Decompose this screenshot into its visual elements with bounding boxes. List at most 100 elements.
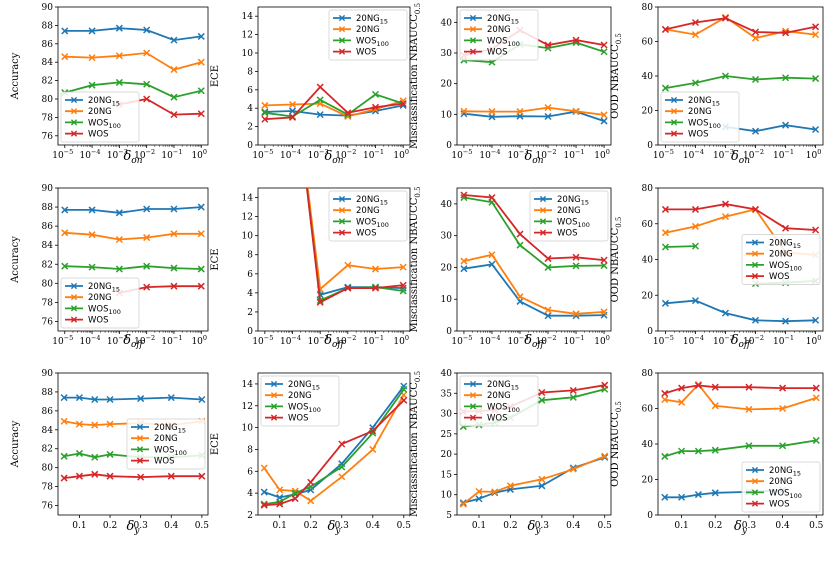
- chart-a2-xtick-base: 10: [393, 151, 405, 161]
- chart-a2-xtick-label: 10−2: [335, 148, 356, 161]
- chart-c2-series-20NG-point: [307, 497, 315, 505]
- chart-a1-series-WOS-point: [170, 111, 178, 119]
- chart-a1-series-20NG-point: [170, 66, 178, 74]
- chart-a2-ytick-label: 4: [247, 104, 253, 114]
- chart-a2-series-20NG15-point: [316, 111, 324, 119]
- chart-b4-ylabel: OOD NBAUCC0.5: [610, 217, 623, 303]
- chart-c3-legend-sub-WOS100: 100: [508, 406, 520, 414]
- chart-b2-xtick-exp: −4: [291, 334, 301, 342]
- chart-b2-legend-label-20NG15: 20NG15: [356, 195, 388, 207]
- chart-c4-legend-text-20NG15: 20NG: [769, 466, 793, 476]
- chart-c1-legend-marker-20NG15: [136, 423, 144, 431]
- chart-c3-ytick-label: 35: [441, 389, 453, 399]
- chart-b3-legend-sub-WOS100: 100: [578, 221, 590, 229]
- chart-b1-series-20NG-point: [61, 229, 69, 237]
- chart-a2-legend-sub-WOS100: 100: [377, 40, 389, 48]
- chart-c4-legend-text-WOS: WOS: [769, 500, 790, 510]
- chart-a3-legend-marker-20NG15: [469, 14, 477, 22]
- chart-b1-xtick-base: 10: [191, 337, 203, 347]
- chart-c1-series-20NG-point: [91, 421, 99, 429]
- chart-a3-legend-box: [459, 9, 539, 61]
- chart-b4-series-20NG15-point: [782, 317, 790, 325]
- chart-a2-legend-sub-20NG15: 15: [380, 18, 388, 26]
- chart-c1-series-20NG15-point: [137, 395, 145, 403]
- chart-c4-ylabel: OOD NBAUCC0.5: [610, 401, 623, 487]
- chart-b3-xlabel-sub: off: [532, 340, 545, 350]
- chart-b4-xtick-base: 10: [806, 337, 818, 347]
- chart-b2-legend-text-20NG15: 20NG: [356, 195, 380, 205]
- chart-b1-legend-marker-20NG: [70, 294, 78, 301]
- chart-a3-frame: [456, 6, 612, 146]
- chart-a2-xtick-exp: −3: [319, 148, 329, 156]
- chart-b2-plot-area: [290, 61, 407, 306]
- chart-a2-xtick-exp: −5: [264, 148, 274, 156]
- chart-a3-ylabel-main: Misclassification NBAUCC: [409, 14, 420, 149]
- chart-c4-series-WOS-point: [661, 389, 669, 397]
- chart-b2-xtick-label: 100: [393, 334, 409, 347]
- chart-b4-legend-text-20NG15: 20NG: [769, 239, 793, 249]
- chart-c2-legend-text-20NG15: 20NG: [288, 380, 312, 390]
- chart-b4-xtick-label: 10−2: [743, 334, 764, 347]
- chart-c4-legend-label-WOS100: WOS100: [769, 488, 802, 500]
- chart-a4-plot-area: [661, 13, 820, 135]
- chart-b3-series-20NG-point: [488, 251, 496, 259]
- chart-b1-ylabel: Accuracy: [10, 236, 21, 284]
- chart-b3-xtick-exp: −2: [547, 334, 557, 342]
- chart-b2-series-20NG15-point: [290, 61, 296, 67]
- chart-a4-ytick-label: 60: [642, 38, 654, 48]
- chart-a3-xtick-exp: 0: [606, 148, 610, 156]
- chart-a2-legend-label-WOS: WOS: [356, 48, 377, 58]
- chart-c3-ytick-label: 10: [441, 491, 453, 501]
- chart-a3-legend-text-WOS100: WOS: [487, 36, 508, 46]
- chart-b2-ylabel: ECE: [210, 248, 221, 270]
- chart-c3-legend-label-WOS100: WOS100: [487, 402, 520, 414]
- chart-c4-series-20NG15-point: [661, 493, 669, 501]
- chart-b2-legend-text-WOS: WOS: [356, 229, 377, 239]
- chart-b3-series-20NG-line: [463, 253, 605, 315]
- chart-b4-series-WOS-point: [691, 205, 699, 213]
- chart-a4-xtick-exp: −4: [694, 148, 704, 156]
- chart-c3-series-20NG15-point: [459, 499, 467, 507]
- chart-a2-series-20NG15-point: [288, 107, 297, 115]
- chart-b1-xlabel-sub: off: [131, 340, 144, 350]
- chart-b3-frame: [456, 187, 612, 332]
- chart-a2-legend-marker-20NG: [338, 26, 346, 33]
- chart-a3-xtick-base: 10: [594, 151, 606, 161]
- chart-c4-ytick-label: 20: [642, 476, 654, 486]
- chart-b2-xtick-label: 10−5: [252, 334, 273, 347]
- chart-b1-xlabel-main: δ: [123, 333, 131, 348]
- chart-a1-series-20NG15-point: [61, 27, 69, 35]
- chart-b1-series-WOS100-point: [143, 262, 151, 270]
- chart-a2-series-WOS100-point: [316, 96, 324, 104]
- chart-a3-xtick-label: 10−4: [479, 148, 500, 161]
- chart-c4-series-20NG-point: [661, 396, 669, 404]
- chart-b1-ytick-label: 90: [42, 184, 54, 194]
- chart-b1-series-WOS100-point: [170, 264, 178, 272]
- chart-a4-legend-label-20NG15: 20NG15: [688, 96, 720, 108]
- chart-a1-series-20NG15-point: [143, 26, 151, 34]
- chart-b2-series-WOS-point: [371, 284, 380, 292]
- chart-a3-legend-label-20NG: 20NG: [487, 25, 511, 35]
- chart-c3-legend-sub-20NG15: 15: [511, 384, 519, 392]
- chart-b2-legend-text-20NG: 20NG: [356, 206, 380, 216]
- chart-c4-series-WOS-line: [664, 384, 817, 395]
- chart-c4-series-WOS100-line: [664, 439, 817, 458]
- chart-a3-legend-sub-WOS100: 100: [508, 40, 520, 48]
- chart-b3-xtick-exp: −5: [463, 334, 473, 342]
- chart-b2-xtick-label: 10−2: [335, 334, 356, 347]
- chart-b4-xtick-exp: −4: [694, 334, 704, 342]
- chart-c3-series-WOS100-point: [569, 393, 577, 401]
- chart-a1-xtick-exp: −3: [118, 148, 128, 156]
- chart-c4-xtick-label: 0.4: [775, 521, 790, 531]
- chart-b4-xtick-exp: 0: [817, 334, 821, 342]
- chart-a4-legend-marker-20NG: [670, 108, 678, 115]
- chart-b2-xtick-base: 10: [393, 337, 405, 347]
- chart-b4-ytick-label: 20: [642, 291, 654, 301]
- chart-a1-series-20NG-point: [61, 53, 69, 61]
- chart-b4-ytick-label: 60: [642, 220, 654, 230]
- chart-a4-series-WOS-point: [751, 28, 760, 36]
